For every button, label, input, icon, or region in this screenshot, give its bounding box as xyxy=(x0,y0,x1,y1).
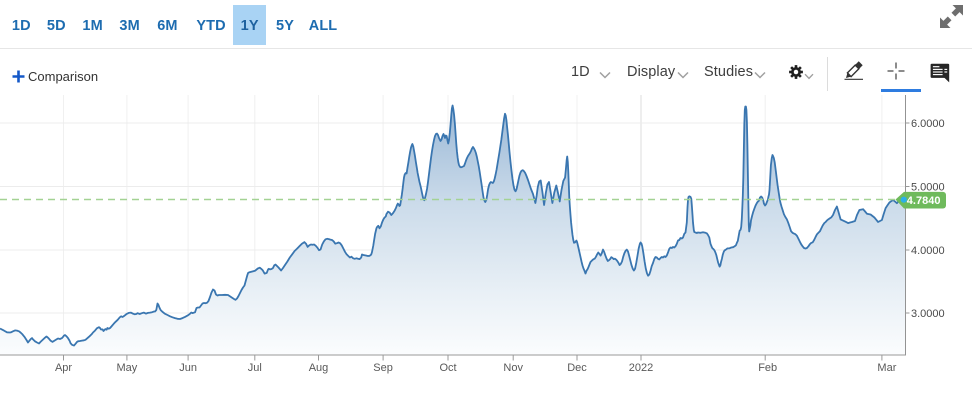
svg-text:4.0000: 4.0000 xyxy=(911,245,945,257)
svg-text:Aug: Aug xyxy=(309,362,329,374)
svg-text:3.0000: 3.0000 xyxy=(911,308,945,320)
svg-text:Dec: Dec xyxy=(567,362,587,374)
svg-text:Feb: Feb xyxy=(758,362,777,374)
svg-text:Mar: Mar xyxy=(877,362,896,374)
svg-text:4.7840: 4.7840 xyxy=(907,195,941,207)
svg-text:Apr: Apr xyxy=(55,362,72,374)
svg-text:Jun: Jun xyxy=(179,362,197,374)
svg-text:Oct: Oct xyxy=(439,362,456,374)
svg-text:Jul: Jul xyxy=(248,362,262,374)
svg-text:2022: 2022 xyxy=(629,362,653,374)
svg-text:6.0000: 6.0000 xyxy=(911,118,945,130)
svg-text:5.0000: 5.0000 xyxy=(911,182,945,194)
svg-text:Nov: Nov xyxy=(503,362,523,374)
svg-text:Sep: Sep xyxy=(373,362,393,374)
svg-text:May: May xyxy=(117,362,138,374)
